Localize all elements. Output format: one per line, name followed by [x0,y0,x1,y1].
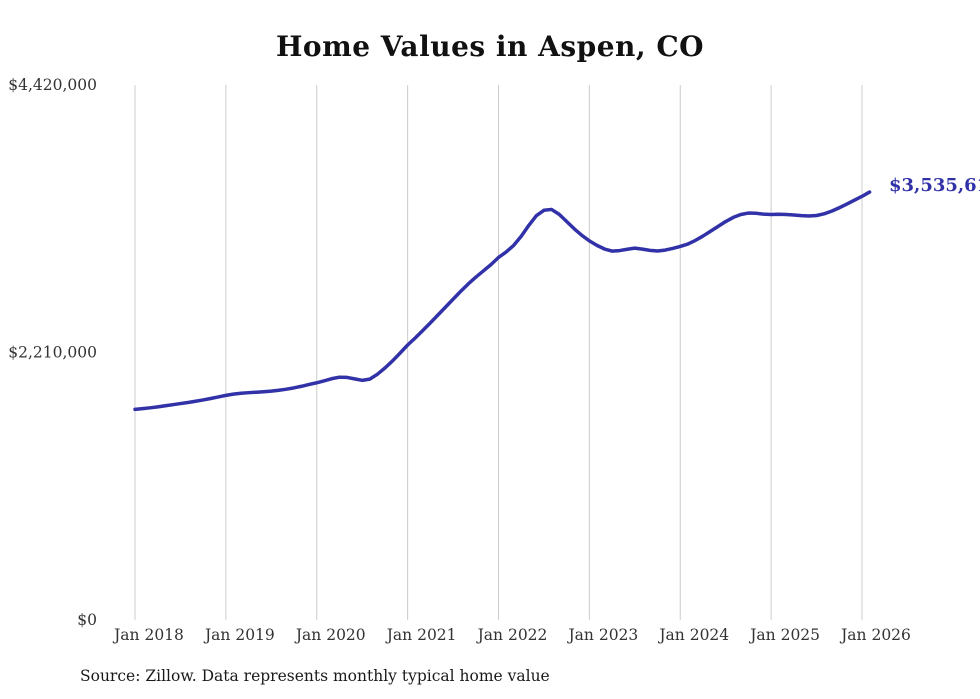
x-axis-tick-label: Jan 2024 [657,626,729,644]
y-axis-tick-label: $0 [77,611,97,629]
x-axis-tick-label: Jan 2021 [385,626,457,644]
x-axis-tick-label: Jan 2026 [839,626,911,644]
chart-title: Home Values in Aspen, CO [275,30,705,63]
x-axis-tick-label: Jan 2020 [294,626,366,644]
latest-value-label: $3,535,613 [889,175,980,196]
y-axis-tick-label: $4,420,000 [8,76,97,94]
home-value-line [133,190,872,412]
x-axis-tick-label: Jan 2023 [566,626,638,644]
source-note: Source: Zillow. Data represents monthly … [80,667,550,685]
y-axis-tick-label: $2,210,000 [8,344,97,362]
x-axis-tick-label: Jan 2019 [203,626,275,644]
x-axis-tick-label: Jan 2022 [476,626,548,644]
x-axis-tick-label: Jan 2025 [748,626,820,644]
x-axis-tick-label: Jan 2018 [112,626,184,644]
